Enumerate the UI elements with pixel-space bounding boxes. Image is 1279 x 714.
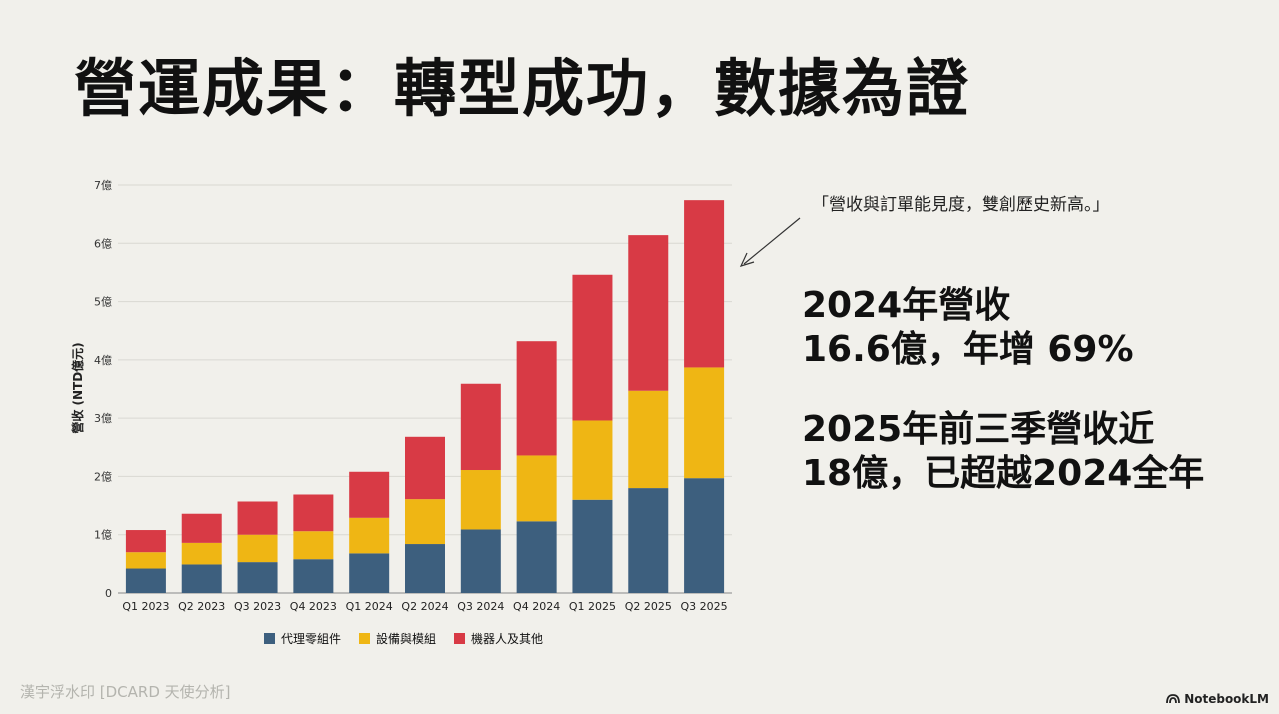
bar-robots [572, 274, 613, 421]
y-tick-label: 0 [105, 587, 112, 600]
stat-2025-revenue: 2025年前三季營收近 18億，已超越2024全年 [802, 409, 1205, 494]
bar-components [684, 478, 725, 593]
brand-logo: NotebookLM [1166, 692, 1269, 706]
y-axis-label: 營收 (NTD億元) [70, 342, 85, 433]
bar-components [628, 488, 669, 593]
bar-robots [684, 200, 725, 368]
bar-equipment [181, 542, 222, 565]
stat-2024-revenue: 2024年營收 16.6億，年增 69% [802, 285, 1134, 370]
legend-label: 設備與模組 [376, 632, 437, 646]
x-tick-label: Q2 2025 [625, 600, 672, 613]
bar-equipment [460, 470, 501, 530]
legend-item-equipment: 設備與模組 [359, 630, 436, 647]
bar-equipment [628, 390, 669, 489]
bar-components [516, 521, 557, 593]
y-tick-label: 5億 [94, 296, 112, 309]
y-tick-label: 3億 [94, 412, 112, 425]
bar-equipment [684, 367, 725, 479]
x-tick-label: Q3 2024 [457, 600, 504, 613]
legend-item-components: 代理零組件 [264, 630, 341, 647]
bar-equipment [237, 534, 278, 563]
y-axis: 0 1億 2億 3億 4億 5億 6億 7億 [94, 179, 112, 600]
bar-robots [405, 436, 445, 500]
y-tick-label: 2億 [94, 470, 112, 483]
bar-equipment [516, 455, 557, 522]
y-tick-label: 7億 [94, 179, 112, 192]
y-tick-label: 6億 [94, 237, 112, 250]
x-tick-label: Q2 2023 [178, 600, 225, 613]
bar-components [460, 529, 501, 593]
bar-components [181, 564, 222, 593]
bar-components [349, 553, 390, 593]
bar-components [125, 568, 166, 593]
page-title: 營運成果：轉型成功，數據為證 [74, 52, 971, 125]
watermark-text: 漢宇浮水印 [DCARD 天使分析] [20, 683, 231, 701]
bar-equipment [405, 499, 445, 545]
x-tick-label: Q3 2023 [234, 600, 281, 613]
chart-legend: 代理零組件 設備與模組 機器人及其他 [264, 630, 543, 647]
bar-equipment [293, 531, 334, 560]
legend-label: 機器人及其他 [471, 632, 544, 646]
x-tick-label: Q4 2023 [290, 600, 337, 613]
bar-robots [181, 513, 222, 543]
brand-name: NotebookLM [1184, 692, 1269, 706]
x-tick-label: Q4 2024 [513, 600, 560, 613]
x-tick-label: Q1 2023 [122, 600, 169, 613]
x-tick-label: Q2 2024 [401, 600, 448, 613]
bar-robots [516, 341, 557, 456]
y-tick-label: 1億 [94, 529, 112, 542]
legend-item-robots: 機器人及其他 [454, 630, 543, 647]
x-tick-label: Q3 2025 [681, 600, 728, 613]
bar-equipment [125, 552, 166, 569]
legend-label: 代理零組件 [281, 632, 342, 646]
y-tick-label: 4億 [94, 354, 112, 367]
notebooklm-logo-icon [1166, 694, 1181, 704]
highlight-quote: 「營收與訂單能見度，雙創歷史新高。」 [812, 195, 1110, 215]
bar-robots [125, 530, 166, 553]
bar-components [293, 559, 334, 593]
bar-components [572, 499, 613, 593]
bar-robots [237, 501, 278, 535]
bar-components [405, 544, 445, 593]
chart-bars [125, 200, 725, 593]
legend-swatch [359, 633, 371, 644]
x-tick-label: Q1 2025 [569, 600, 616, 613]
legend-swatch [264, 633, 275, 644]
bar-robots [293, 494, 334, 532]
bar-robots [628, 235, 669, 391]
legend-swatch [454, 633, 466, 644]
bar-robots [460, 383, 501, 471]
bar-equipment [349, 517, 390, 554]
bar-equipment [572, 420, 613, 500]
bar-components [237, 562, 278, 593]
annotation-arrow [739, 217, 801, 267]
x-tick-label: Q1 2024 [346, 600, 393, 613]
bar-robots [349, 471, 390, 518]
x-axis: Q1 2023 Q2 2023 Q3 2023 Q4 2023 Q1 2024 Q2 20… [122, 600, 727, 613]
